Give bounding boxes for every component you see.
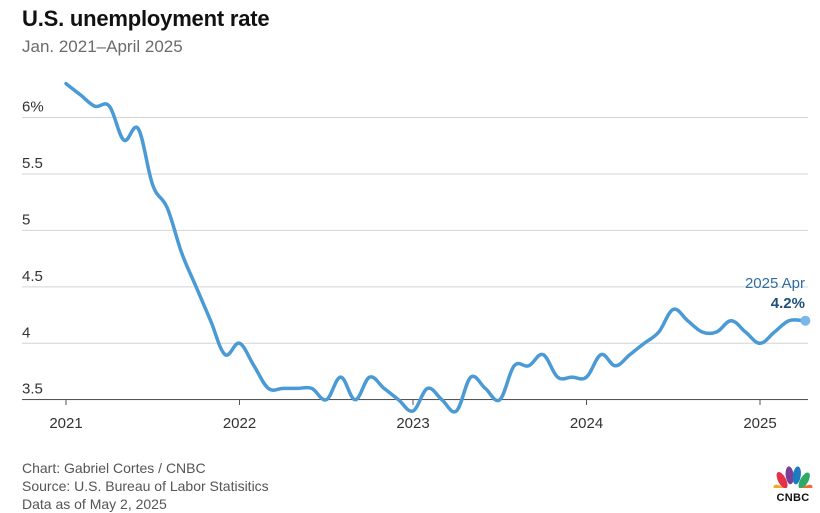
x-tick-label: 2023	[396, 415, 429, 432]
y-tick-label: 5.5	[22, 155, 43, 172]
unemployment-line	[64, 81, 806, 414]
chart-credit: Chart: Gabriel Cortes / CNBC	[22, 460, 206, 476]
endpoint-marker	[800, 315, 811, 326]
y-tick-label: 5	[22, 211, 30, 228]
cnbc-logo: CNBC	[770, 466, 816, 508]
gridlines	[22, 117, 808, 401]
y-tick-label: 4	[22, 324, 30, 341]
x-tick-label: 2025	[743, 415, 776, 432]
annotation-value: 4.2%	[771, 295, 805, 312]
data-date-note: Data as of May 2, 2025	[22, 496, 167, 512]
logo-text: CNBC	[776, 492, 810, 504]
annotation-label: 2025 Apr	[745, 275, 805, 292]
chart-footer: Chart: Gabriel Cortes / CNBC Source: U.S…	[22, 459, 269, 513]
y-tick-label: 6%	[22, 99, 44, 116]
x-axis-ticks: 2021 2022 2023 2024 2025	[49, 399, 777, 432]
y-tick-label: 3.5	[22, 381, 43, 398]
y-axis-ticks: 3.5 4 4.5 5 5.5 6%	[22, 99, 44, 398]
endpoint-annotation: 2025 Apr 4.2%	[745, 275, 805, 312]
y-tick-label: 4.5	[22, 268, 43, 285]
chart-title: U.S. unemployment rate	[22, 6, 270, 31]
chart-subtitle: Jan. 2021–April 2025	[22, 37, 183, 56]
x-tick-label: 2022	[223, 415, 256, 432]
x-tick-label: 2021	[49, 415, 82, 432]
x-tick-label: 2024	[570, 415, 603, 432]
series-layer	[64, 81, 811, 414]
peacock-icon	[770, 466, 816, 497]
chart-source: Source: U.S. Bureau of Labor Statisitics	[22, 478, 269, 494]
